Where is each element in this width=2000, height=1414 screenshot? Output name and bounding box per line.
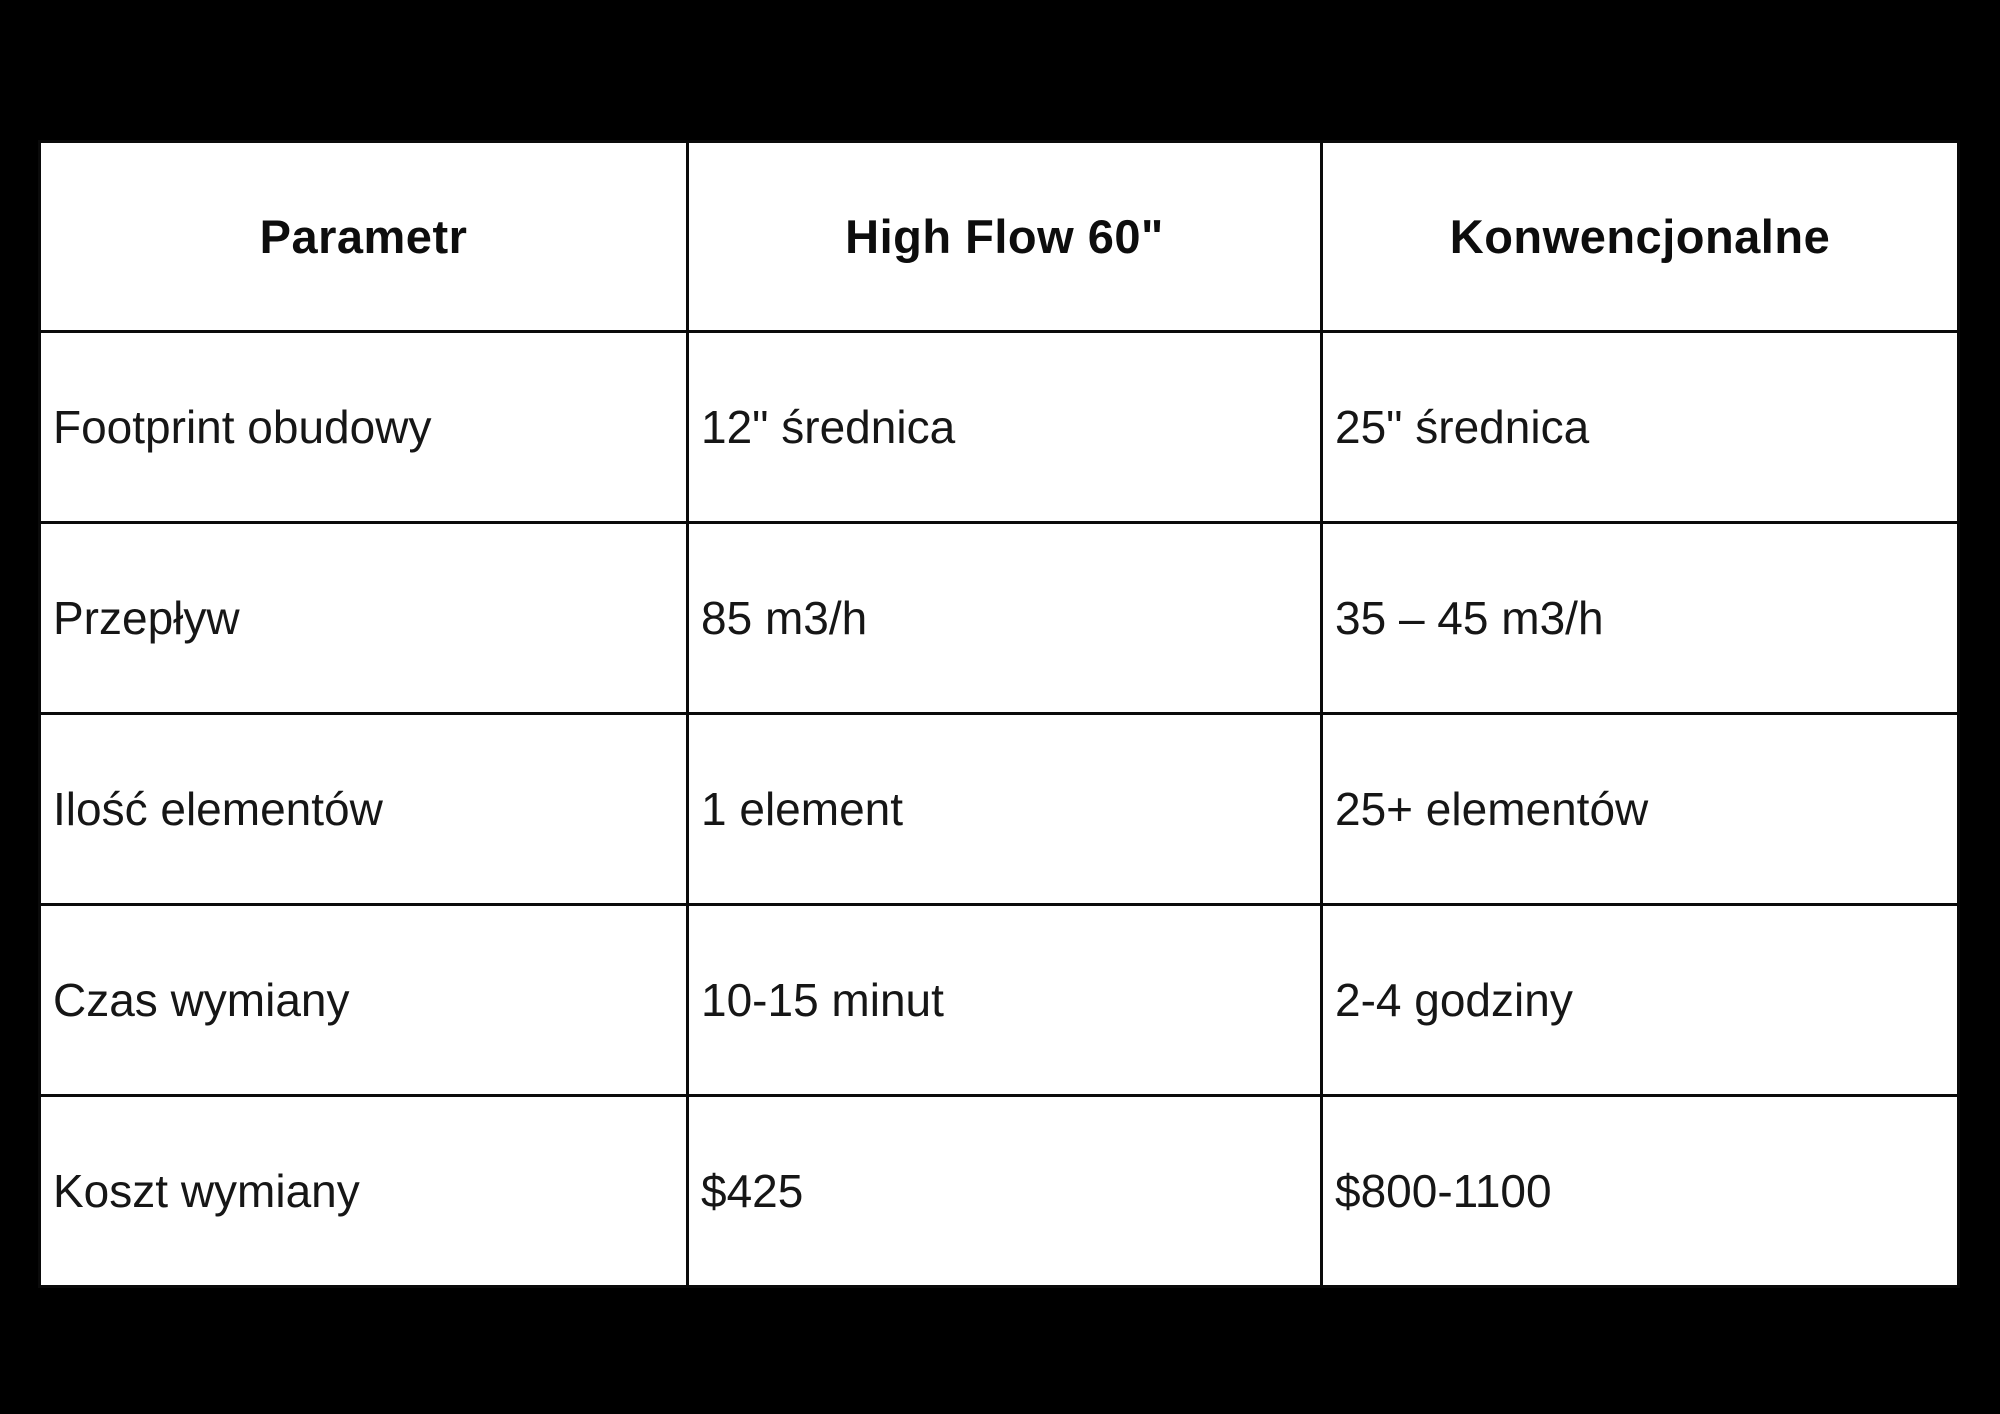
conventional-cell: $800-1100 — [1320, 1094, 1960, 1288]
high-flow-cell: 12" średnica — [686, 330, 1323, 524]
table-row: Footprint obudowy 12" średnica 25" średn… — [38, 330, 1960, 524]
high-flow-cell: $425 — [686, 1094, 1323, 1288]
parameter-cell: Koszt wymiany — [38, 1094, 689, 1288]
parameter-cell: Przepływ — [38, 521, 689, 715]
table-row: Ilość elementów 1 element 25+ elementów — [38, 712, 1960, 906]
table-row: Koszt wymiany $425 $800-1100 — [38, 1094, 1960, 1288]
header-row: Parametr High Flow 60" Konwencjonalne — [38, 140, 1960, 333]
conventional-cell: 35 – 45 m3/h — [1320, 521, 1960, 715]
comparison-table: Parametr High Flow 60" Konwencjonalne Fo… — [38, 140, 1960, 1288]
header-conventional: Konwencjonalne — [1320, 140, 1960, 333]
comparison-table-frame: Parametr High Flow 60" Konwencjonalne Fo… — [38, 140, 1960, 1288]
high-flow-cell: 1 element — [686, 712, 1323, 906]
parameter-cell: Footprint obudowy — [38, 330, 689, 524]
parameter-cell: Czas wymiany — [38, 903, 689, 1097]
header-high-flow: High Flow 60" — [686, 140, 1323, 333]
conventional-cell: 25+ elementów — [1320, 712, 1960, 906]
conventional-cell: 25" średnica — [1320, 330, 1960, 524]
table-row: Przepływ 85 m3/h 35 – 45 m3/h — [38, 521, 1960, 715]
high-flow-cell: 85 m3/h — [686, 521, 1323, 715]
parameter-cell: Ilość elementów — [38, 712, 689, 906]
high-flow-cell: 10-15 minut — [686, 903, 1323, 1097]
header-parameter: Parametr — [38, 140, 689, 333]
table-row: Czas wymiany 10-15 minut 2-4 godziny — [38, 903, 1960, 1097]
conventional-cell: 2-4 godziny — [1320, 903, 1960, 1097]
